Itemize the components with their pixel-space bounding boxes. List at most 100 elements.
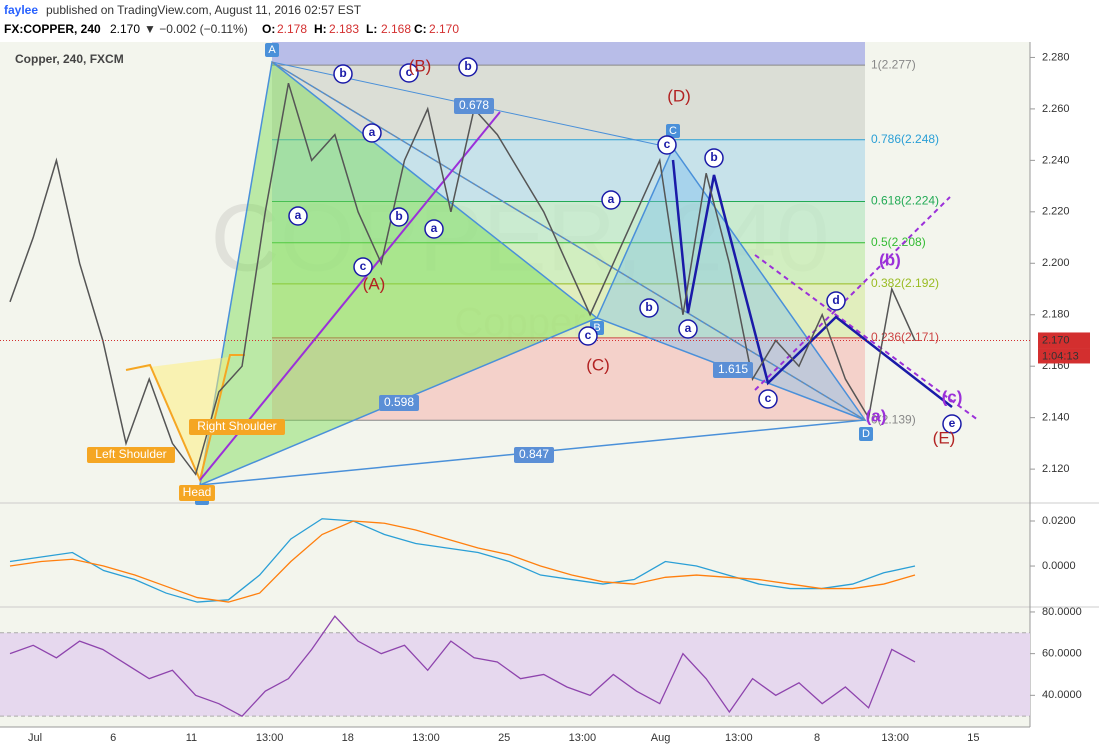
fib-label: 0.5(2.208) xyxy=(871,235,926,249)
change: ▼ −0.002 (−0.11%) xyxy=(144,22,248,36)
ohlc-value: 2.170 xyxy=(429,22,459,36)
wave-circle xyxy=(758,389,778,409)
y-tick-label: 2.140 xyxy=(1042,412,1070,424)
wave-label: (E) xyxy=(933,428,956,447)
wave-label: (B) xyxy=(409,56,432,75)
x-tick-label: 8 xyxy=(814,732,820,744)
wave-circle xyxy=(601,190,621,210)
fib-label: 0.382(2.192) xyxy=(871,276,939,290)
wave-label: c xyxy=(664,137,671,151)
ratio-box xyxy=(454,98,494,114)
countdown-box xyxy=(1038,348,1090,364)
ratio-box xyxy=(713,362,753,378)
fib-label: 1(2.277) xyxy=(871,57,916,71)
ohlc-value: 2.183 xyxy=(329,22,359,36)
x-tick-label: 18 xyxy=(342,732,354,744)
shoulder-box xyxy=(87,447,175,463)
wave-label: a xyxy=(295,208,302,222)
fib-label: 0(2.139) xyxy=(871,412,916,426)
ratio-label: 0.678 xyxy=(459,98,489,112)
wave-circle xyxy=(333,64,353,84)
wave-circle xyxy=(389,207,409,227)
shoulder-box xyxy=(189,419,285,435)
shoulder-label: Left Shoulder xyxy=(95,447,166,461)
wave-circle xyxy=(399,63,419,83)
wave-label: a xyxy=(431,221,438,235)
ratio-label: 1.615 xyxy=(718,362,748,376)
price: 2.170 xyxy=(110,22,140,36)
ohlc-label: O: xyxy=(262,22,275,36)
x-tick-label: 13:00 xyxy=(256,732,284,744)
wave-label: a xyxy=(685,321,692,335)
indicator-line xyxy=(9,615,916,717)
ratio-label: 0.847 xyxy=(519,447,549,461)
fib-label: 0.618(2.224) xyxy=(871,194,939,208)
wave-label: d xyxy=(832,293,839,307)
wave-circle xyxy=(639,298,659,318)
x-tick-label: 13:00 xyxy=(412,732,440,744)
x-tick-label: 13:00 xyxy=(881,732,909,744)
ratio-label: 0.598 xyxy=(384,395,414,409)
fib-band xyxy=(272,201,865,243)
y-tick-label: 40.0000 xyxy=(1042,689,1082,701)
pattern-label: D xyxy=(862,428,870,440)
wave-label: b xyxy=(464,59,471,73)
y-tick-label: 2.200 xyxy=(1042,257,1070,269)
x-tick-label: 13:00 xyxy=(725,732,753,744)
y-tick-label: 2.220 xyxy=(1042,206,1070,218)
wave-label: (b) xyxy=(879,250,901,269)
pattern-box xyxy=(666,124,680,138)
wave-circle xyxy=(942,414,962,434)
wave-circle xyxy=(424,219,444,239)
wave-label: (D) xyxy=(667,86,691,105)
indicator-line xyxy=(9,518,916,603)
x-tick-label: 6 xyxy=(110,732,116,744)
wave-label: a xyxy=(608,192,615,206)
y-tick-label: 60.0000 xyxy=(1042,648,1082,660)
x-tick-label: 15 xyxy=(967,732,979,744)
fib-band xyxy=(272,283,865,338)
wave-circle xyxy=(678,319,698,339)
shoulder-label: Head xyxy=(183,485,212,499)
wave-label: c xyxy=(406,65,413,79)
fib-band xyxy=(272,139,865,202)
ohlc-label: L: xyxy=(366,22,377,36)
wave-label: (C) xyxy=(586,355,610,374)
wave-circle xyxy=(826,291,846,311)
wave-label: e xyxy=(949,416,956,430)
wave-circle xyxy=(704,148,724,168)
wave-label: c xyxy=(360,259,367,273)
purple-channel xyxy=(754,254,979,421)
y-tick-label: 2.180 xyxy=(1042,309,1070,321)
x-tick-label: 13:00 xyxy=(569,732,597,744)
pattern-label: B xyxy=(593,322,600,334)
wave-circle xyxy=(458,57,478,77)
ohlc-label: C: xyxy=(414,22,427,36)
ohlc-value: 2.178 xyxy=(277,22,307,36)
wave-label: (a) xyxy=(866,406,887,425)
x-tick-label: Aug xyxy=(651,732,671,744)
published: published on TradingView.com, August 11,… xyxy=(46,3,362,17)
pattern-label: A xyxy=(268,44,276,56)
author: faylee xyxy=(4,3,38,17)
wave-label: c xyxy=(585,328,592,342)
wave-label: (A) xyxy=(363,274,386,293)
wave-label: b xyxy=(710,150,717,164)
x-tick-label: 25 xyxy=(498,732,510,744)
wave-circle xyxy=(288,206,308,226)
fib-label: 0.236(2.171) xyxy=(871,330,939,344)
y-tick-label: 2.240 xyxy=(1042,154,1070,166)
trend-dashed xyxy=(271,61,866,421)
fib-band xyxy=(272,42,865,66)
last-price-label: 2.170 xyxy=(1042,334,1070,346)
countdown: 1:04:13 xyxy=(1042,350,1079,362)
wave-label: c xyxy=(765,391,772,405)
wave-circle xyxy=(362,123,382,143)
ratio-box xyxy=(514,447,554,463)
ohlc-value: 2.168 xyxy=(381,22,411,36)
ratio-box xyxy=(379,395,419,411)
pattern-box xyxy=(265,43,279,57)
shoulder-box xyxy=(179,485,215,501)
y-tick-label: 80.0000 xyxy=(1042,606,1082,618)
fib-band xyxy=(272,65,865,140)
